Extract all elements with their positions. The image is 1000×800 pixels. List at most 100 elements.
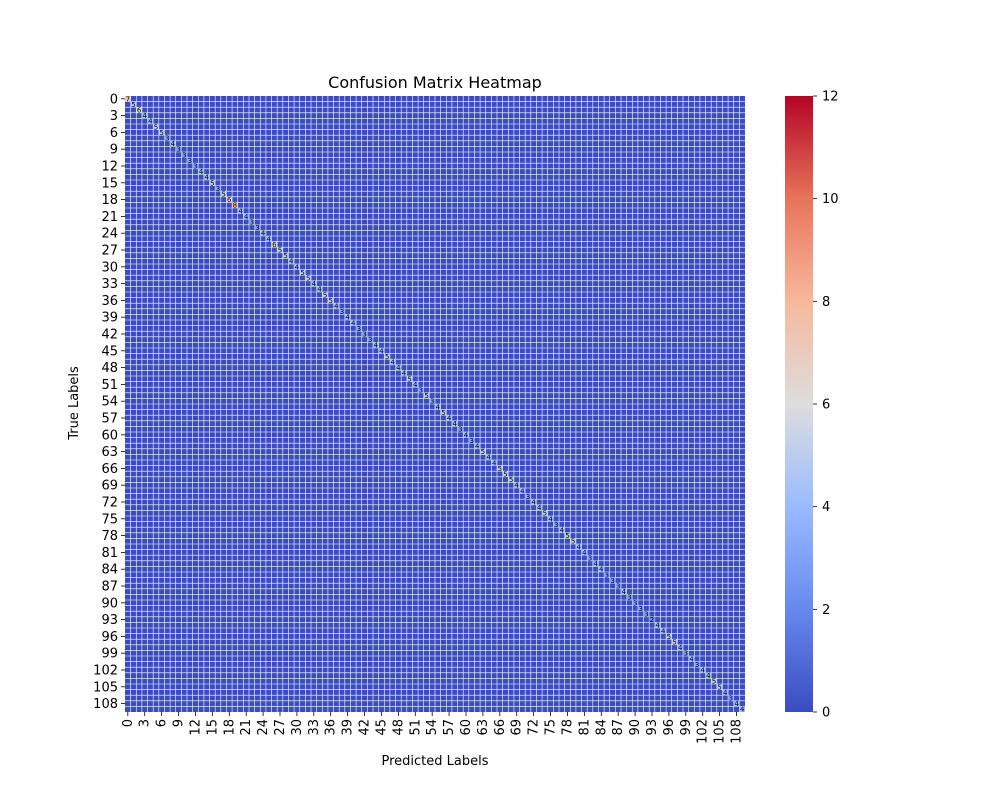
heatmap-cell-diagonal xyxy=(243,213,249,220)
cell-value-label: 3 xyxy=(644,611,648,619)
y-tick-label: 42 xyxy=(101,328,118,343)
y-tick-label: 45 xyxy=(101,344,118,359)
x-tick-label: 69 xyxy=(510,719,525,736)
cell-value-label: 3 xyxy=(362,331,366,339)
x-tick-label: 39 xyxy=(341,719,356,736)
heatmap-cell-diagonal xyxy=(699,667,706,673)
x-tick-label: 84 xyxy=(594,719,609,736)
heatmap-cell-diagonal xyxy=(609,577,616,584)
y-tick-label: 30 xyxy=(101,260,118,275)
x-tick-label: 12 xyxy=(188,719,203,736)
cell-value-label: 4 xyxy=(351,319,356,327)
heatmap-cell-diagonal xyxy=(333,303,340,309)
cell-value-label: 4 xyxy=(390,359,395,367)
y-tick-label: 81 xyxy=(101,546,118,561)
heatmap-cell-diagonal xyxy=(468,437,475,444)
cell-value-label: 5 xyxy=(300,269,304,277)
heatmap-cell-diagonal xyxy=(666,633,672,640)
heatmap-cell-diagonal xyxy=(463,432,469,438)
cell-value-label: 5 xyxy=(672,639,676,647)
x-tick-label: 60 xyxy=(459,719,474,736)
cell-value-label: 3 xyxy=(458,426,462,434)
cell-value-label: 5 xyxy=(565,532,569,540)
y-tick-label: 60 xyxy=(101,428,118,443)
heatmap-cell-diagonal xyxy=(508,476,514,483)
heatmap-cell-diagonal xyxy=(491,460,497,466)
heatmap-cell-diagonal xyxy=(277,247,283,253)
heatmap-cell-diagonal xyxy=(643,611,650,617)
x-tick-label: 66 xyxy=(493,719,508,736)
heatmap-cells xyxy=(125,96,745,712)
colorbar-tick-label: 4 xyxy=(822,500,830,515)
heatmap-cell-diagonal xyxy=(192,163,199,169)
heatmap-cell-diagonal xyxy=(226,196,233,203)
cell-value-label: 4 xyxy=(396,364,401,372)
cell-value-label: 5 xyxy=(221,191,225,199)
cell-value-label: 5 xyxy=(717,683,721,691)
cell-value-label: 4 xyxy=(312,280,317,288)
heatmap-cell-diagonal xyxy=(305,275,311,281)
cell-value-label: 5 xyxy=(667,633,671,641)
cell-value-label: 3 xyxy=(526,493,530,501)
y-tick-label: 51 xyxy=(101,378,118,393)
heatmap-cell-diagonal xyxy=(232,202,238,208)
cell-value-label: 4 xyxy=(413,381,418,389)
heatmap-cell-diagonal xyxy=(654,622,661,628)
heatmap-cell-diagonal xyxy=(339,308,345,315)
heatmap-cell-diagonal xyxy=(265,236,272,242)
cell-value-label: 4 xyxy=(723,689,728,697)
heatmap-cell-diagonal xyxy=(367,336,373,343)
heatmap-cell-diagonal xyxy=(575,544,582,550)
heatmap-cell-diagonal xyxy=(649,616,655,623)
colorbar-tick-label: 10 xyxy=(822,192,839,207)
y-axis-label: True Labels xyxy=(67,366,82,441)
x-tick-label: 18 xyxy=(222,719,237,736)
heatmap-cell-diagonal xyxy=(361,331,368,337)
x-tick-label: 90 xyxy=(628,719,643,736)
y-tick-label: 57 xyxy=(101,412,118,427)
y-tick-label: 21 xyxy=(101,210,118,225)
cell-value-label: 7 xyxy=(126,95,130,103)
colorbar-ticks: 0 2 4 6 8 10 12 xyxy=(813,90,839,721)
heatmap-cell-diagonal xyxy=(282,252,289,259)
y-tick-label: 84 xyxy=(101,563,118,578)
heatmap-cell-diagonal xyxy=(327,297,334,304)
heatmap-cell-diagonal xyxy=(451,420,458,427)
y-tick-label: 90 xyxy=(101,596,118,611)
cell-value-label: 3 xyxy=(638,605,642,613)
heatmap-cell-diagonal xyxy=(158,129,165,136)
heatmap-cell-diagonal xyxy=(497,465,503,472)
y-tick-label: 0 xyxy=(110,92,118,107)
heatmap-cell-diagonal xyxy=(716,684,723,690)
cell-value-label: 3 xyxy=(165,135,169,143)
cell-value-label: 4 xyxy=(238,207,243,215)
x-tick-label: 3 xyxy=(138,719,153,727)
heatmap-cell-diagonal xyxy=(395,364,402,371)
x-tick-label: 108 xyxy=(730,719,745,744)
heatmap-grid-lines xyxy=(125,96,745,712)
cell-value-label: 4 xyxy=(464,431,469,439)
y-tick-label: 48 xyxy=(101,361,118,376)
heatmap-cell-diagonal xyxy=(564,532,571,539)
cell-value-label: 5 xyxy=(481,448,485,456)
heatmap-cell-diagonal xyxy=(502,471,509,477)
y-tick-label: 93 xyxy=(101,613,118,628)
x-tick-label: 0 xyxy=(121,719,136,727)
cell-value-label: 4 xyxy=(734,700,739,708)
cell-value-label: 5 xyxy=(498,465,502,473)
y-tick-label: 24 xyxy=(101,227,118,242)
cell-value-label: 3 xyxy=(610,577,614,585)
cell-value-label: 4 xyxy=(689,655,694,663)
x-tick-label: 57 xyxy=(442,719,457,736)
cell-value-label: 4 xyxy=(374,342,379,350)
cell-value-label: 4 xyxy=(537,504,542,512)
heatmap-cell-diagonal xyxy=(429,398,435,404)
cell-value-label: 5 xyxy=(543,510,547,518)
x-tick-label: 45 xyxy=(374,719,389,736)
y-tick-label: 36 xyxy=(101,294,118,309)
cell-value-label: 3 xyxy=(627,594,631,602)
heatmap-cell-diagonal xyxy=(406,376,413,382)
cell-value-label: 5 xyxy=(441,409,445,417)
heatmap-cell-diagonal xyxy=(587,555,593,561)
heatmap-cell-diagonal xyxy=(688,656,695,662)
